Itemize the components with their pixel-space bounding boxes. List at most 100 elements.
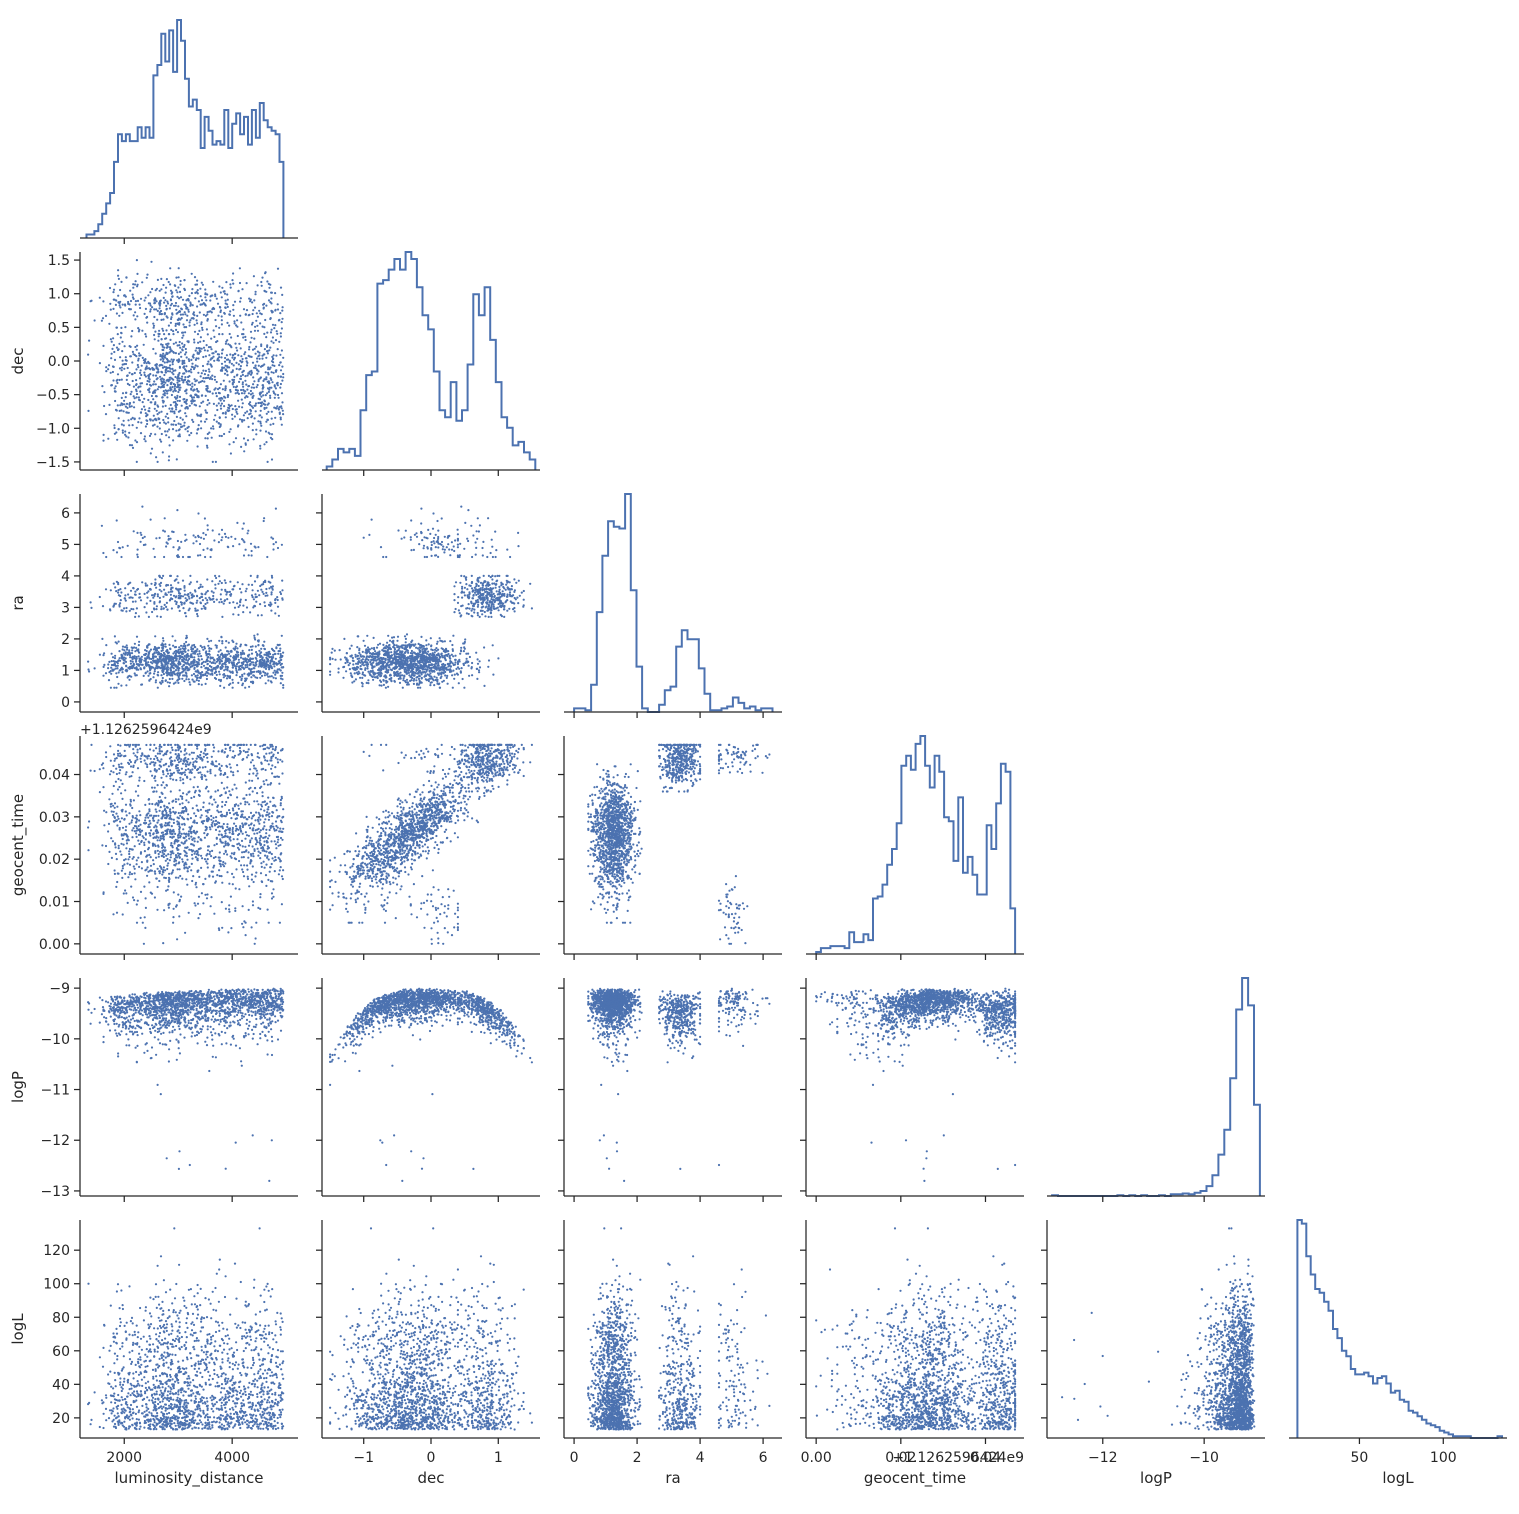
- point-luminosity_distance-dec-647: [110, 309, 112, 311]
- point-luminosity_distance-dec-1648: [178, 324, 180, 326]
- point-luminosity_distance-ra-1658: [171, 666, 173, 668]
- point-luminosity_distance-ra-517: [192, 542, 194, 544]
- point-luminosity_distance-dec-1507: [172, 351, 174, 353]
- point-luminosity_distance-dec-1721: [140, 298, 142, 300]
- point-luminosity_distance-dec-1733: [108, 364, 110, 366]
- point-luminosity_distance-ra-1062: [257, 575, 259, 577]
- point-luminosity_distance-ra-1418: [120, 556, 122, 558]
- point-dec-ra-878: [509, 581, 511, 583]
- point-luminosity_distance-ra-1641: [147, 654, 149, 656]
- point-luminosity_distance-dec-1602: [164, 394, 166, 396]
- point-dec-ra-910: [390, 651, 392, 653]
- point-luminosity_distance-dec-1592: [230, 345, 232, 347]
- point-luminosity_distance-ra-867: [207, 645, 209, 647]
- point-luminosity_distance-dec-941: [202, 377, 204, 379]
- point-dec-ra-883: [491, 594, 493, 596]
- point-luminosity_distance-dec-957: [224, 293, 226, 295]
- point-dec-ra-1127: [486, 605, 488, 607]
- point-luminosity_distance-dec-1270: [218, 333, 220, 335]
- point-luminosity_distance-dec-1284: [240, 355, 242, 357]
- point-dec-ra-203: [401, 538, 403, 540]
- point-luminosity_distance-dec-1203: [194, 324, 196, 326]
- point-luminosity_distance-dec-598: [257, 384, 259, 386]
- point-luminosity_distance-ra-1610: [213, 592, 215, 594]
- point-luminosity_distance-ra-426: [136, 532, 138, 534]
- point-luminosity_distance-dec-465: [269, 397, 271, 399]
- point-luminosity_distance-dec-165: [102, 300, 104, 302]
- point-luminosity_distance-dec-1788: [218, 285, 220, 287]
- point-dec-ra-1339: [443, 680, 445, 682]
- point-luminosity_distance-ra-1285: [178, 546, 180, 548]
- point-dec-ra-785: [490, 612, 492, 614]
- point-luminosity_distance-dec-1256: [159, 364, 161, 366]
- point-luminosity_distance-ra-1173: [242, 683, 244, 685]
- point-luminosity_distance-ra-543: [247, 530, 249, 532]
- point-luminosity_distance-dec-1509: [135, 355, 137, 357]
- point-luminosity_distance-ra-1190: [253, 635, 255, 637]
- point-luminosity_distance-dec-408: [262, 394, 264, 396]
- point-luminosity_distance-dec-743: [234, 322, 236, 324]
- point-dec-ra-647: [481, 589, 483, 591]
- point-luminosity_distance-dec-1496: [169, 346, 171, 348]
- point-luminosity_distance-dec-1385: [124, 304, 126, 306]
- point-luminosity_distance-dec-861: [138, 417, 140, 419]
- point-luminosity_distance-ra-1788: [218, 601, 220, 603]
- point-luminosity_distance-dec-1375: [175, 408, 177, 410]
- point-dec-ra-777: [442, 641, 444, 643]
- point-luminosity_distance-ra-1731: [159, 575, 161, 577]
- point-luminosity_distance-ra-1551: [165, 659, 167, 661]
- point-dec-ra-89: [487, 666, 489, 668]
- point-luminosity_distance-dec-796: [244, 390, 246, 392]
- point-luminosity_distance-dec-1702: [132, 287, 134, 289]
- point-dec-ra-1316: [487, 599, 489, 601]
- point-luminosity_distance-ra-66: [196, 602, 198, 604]
- point-dec-ra-958: [463, 548, 465, 550]
- point-luminosity_distance-dec-832: [233, 320, 235, 322]
- point-dec-ra-1090: [384, 650, 386, 652]
- point-luminosity_distance-ra-1735: [272, 538, 274, 540]
- point-luminosity_distance-dec-1088: [252, 349, 254, 351]
- point-luminosity_distance-ra-1116: [259, 585, 261, 587]
- point-dec-ra-1265: [490, 616, 492, 618]
- point-dec-ra-721: [398, 649, 400, 651]
- point-luminosity_distance-dec-355: [146, 274, 148, 276]
- point-luminosity_distance-ra-1260: [170, 674, 172, 676]
- point-luminosity_distance-dec-1736: [263, 403, 265, 405]
- point-luminosity_distance-dec-1684: [199, 351, 201, 353]
- point-luminosity_distance-dec-1274: [117, 373, 119, 375]
- point-luminosity_distance-ra-1598: [121, 658, 123, 660]
- point-dec-ra-554: [387, 686, 389, 688]
- point-luminosity_distance-ra-1695: [187, 659, 189, 661]
- point-luminosity_distance-dec-831: [199, 288, 201, 290]
- point-luminosity_distance-dec-340: [185, 351, 187, 353]
- point-luminosity_distance-dec-1563: [225, 416, 227, 418]
- point-luminosity_distance-ra-395: [90, 607, 92, 609]
- point-dec-ra-380: [444, 536, 446, 538]
- point-luminosity_distance-dec-485: [191, 402, 193, 404]
- point-luminosity_distance-dec-1750: [117, 269, 119, 271]
- point-luminosity_distance-dec-535: [171, 407, 173, 409]
- point-luminosity_distance-ra-802: [199, 554, 201, 556]
- point-luminosity_distance-dec-624: [234, 301, 236, 303]
- point-dec-ra-1074: [398, 673, 400, 675]
- point-luminosity_distance-dec-1263: [167, 421, 169, 423]
- point-luminosity_distance-ra-1489: [109, 608, 111, 610]
- point-luminosity_distance-ra-259: [221, 589, 223, 591]
- point-luminosity_distance-dec-1762: [256, 369, 258, 371]
- point-luminosity_distance-dec-213: [112, 291, 114, 293]
- point-luminosity_distance-ra-1160: [231, 640, 233, 642]
- point-luminosity_distance-ra-1705: [278, 615, 280, 617]
- point-dec-ra-704: [460, 670, 462, 672]
- point-luminosity_distance-dec-1741: [271, 329, 273, 331]
- point-luminosity_distance-dec-873: [243, 353, 245, 355]
- point-dec-ra-982: [385, 658, 387, 660]
- point-luminosity_distance-dec-1784: [123, 400, 125, 402]
- point-luminosity_distance-ra-1136: [193, 534, 195, 536]
- point-luminosity_distance-ra-1378: [281, 678, 283, 680]
- point-luminosity_distance-ra-672: [189, 684, 191, 686]
- point-luminosity_distance-ra-941: [202, 549, 204, 551]
- point-luminosity_distance-ra-693: [281, 675, 283, 677]
- point-dec-ra-1011: [430, 678, 432, 680]
- point-luminosity_distance-ra-647: [110, 589, 112, 591]
- point-luminosity_distance-dec-376: [189, 405, 191, 407]
